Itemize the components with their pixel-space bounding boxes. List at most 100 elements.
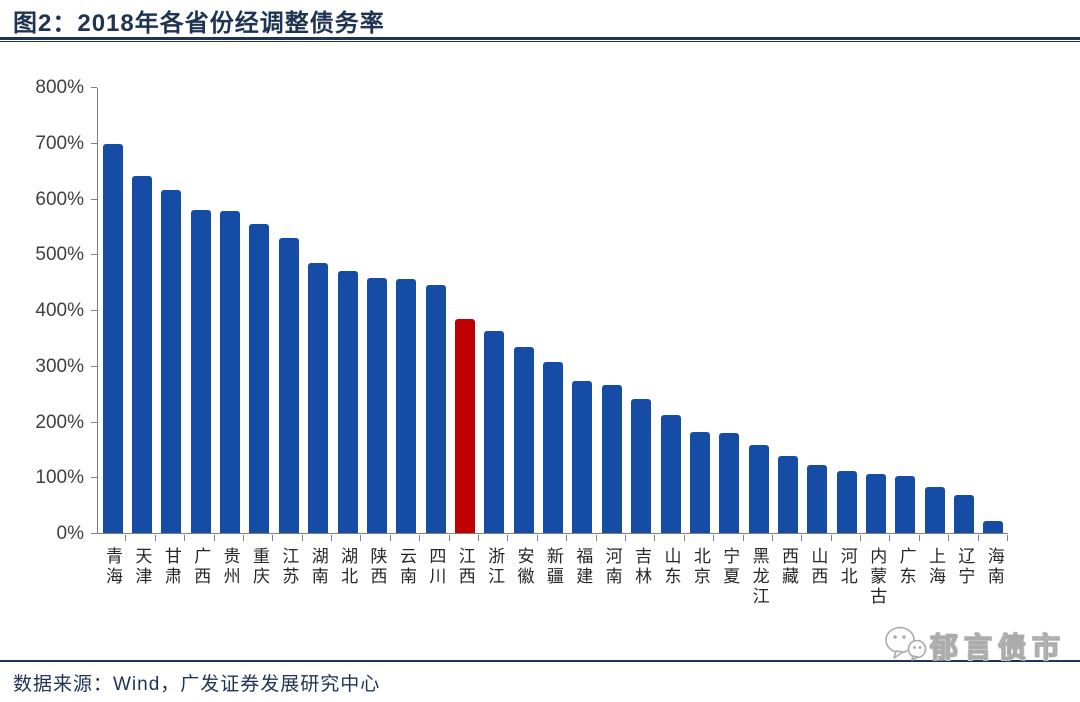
x-axis-label: 广西 — [190, 547, 211, 587]
bar-slot — [744, 88, 773, 533]
bar-西藏 — [777, 455, 798, 533]
x-label-slot: 湖南 — [303, 547, 332, 607]
bar-广东 — [895, 476, 916, 533]
y-tick — [91, 365, 97, 367]
bar-slot — [861, 88, 890, 533]
x-axis-label: 江苏 — [278, 547, 299, 587]
x-label-slot: 青海 — [97, 547, 126, 607]
y-tick-label: 800% — [35, 77, 84, 98]
bar-安徽 — [513, 346, 534, 533]
bar-slot — [803, 88, 832, 533]
bar-slot — [333, 88, 362, 533]
x-axis-label: 海南 — [983, 547, 1004, 587]
x-tick — [860, 535, 862, 541]
wechat-bubbles-icon — [882, 621, 930, 670]
bar-slot — [685, 88, 714, 533]
x-label-slot: 广西 — [185, 547, 214, 607]
y-tick-label: 300% — [35, 355, 84, 377]
x-tick — [801, 535, 803, 541]
x-axis-label: 西藏 — [778, 547, 799, 587]
bar-slot — [392, 88, 421, 533]
x-tick — [125, 535, 127, 541]
bar-宁夏 — [719, 432, 740, 533]
x-tick — [713, 535, 715, 541]
x-label-slot: 云南 — [391, 547, 420, 607]
x-tick — [683, 535, 685, 541]
x-tick — [889, 535, 891, 541]
bar-辽宁 — [954, 495, 975, 533]
x-axis-label: 重庆 — [248, 547, 269, 587]
x-label-slot: 黑龙江 — [744, 547, 773, 607]
y-tick — [91, 421, 97, 423]
bar-四川 — [425, 285, 446, 533]
x-label-slot: 上海 — [920, 547, 949, 607]
x-tick — [948, 535, 950, 541]
bar-湖北 — [337, 270, 358, 533]
x-label-slot: 浙江 — [479, 547, 508, 607]
bar-slot — [891, 88, 920, 533]
x-label-slot: 安徽 — [508, 547, 537, 607]
x-tick — [742, 535, 744, 541]
y-tick — [91, 533, 97, 534]
x-tick — [331, 535, 333, 541]
watermark: 郁言债市 — [882, 621, 1066, 670]
bar-slot — [568, 88, 597, 533]
bar-slot — [597, 88, 626, 533]
y-tick — [91, 87, 97, 88]
bar-黑龙江 — [748, 444, 769, 533]
x-tick — [478, 535, 480, 541]
bar-福建 — [572, 380, 593, 533]
x-tick — [595, 535, 597, 541]
bar-slot — [920, 88, 949, 533]
bar-湖南 — [308, 263, 329, 533]
bar-slot — [832, 88, 861, 533]
x-tick — [566, 535, 568, 541]
y-tick-label: 0% — [56, 523, 84, 544]
x-ticks — [97, 535, 1008, 541]
x-axis-label: 山西 — [807, 547, 828, 587]
bar-青海 — [102, 144, 123, 533]
bar-重庆 — [249, 223, 270, 533]
y-tick — [91, 310, 97, 311]
bar-slot — [157, 88, 186, 533]
bar-贵州 — [220, 211, 241, 533]
x-axis-labels: 青海 天津 甘肃 广西 贵州 重庆 江苏 湖南 湖北 陕西 云南 四川 江西 浙江 安徽 新疆 福建 河南 吉林 山东… — [97, 547, 1008, 607]
x-axis-label: 贵州 — [219, 547, 240, 587]
bar-海南 — [983, 520, 1004, 533]
x-axis-label: 山东 — [660, 547, 681, 587]
bar-内蒙古 — [866, 474, 887, 533]
chart-title: 图2：2018年各省份经调整债务率 — [13, 10, 385, 37]
bar-浙江 — [484, 331, 505, 533]
y-tick — [91, 198, 97, 200]
bar-山西 — [807, 465, 828, 533]
x-tick — [1007, 535, 1008, 541]
bar-slot — [98, 88, 127, 533]
bar-slot — [480, 88, 509, 533]
bar-吉林 — [631, 399, 652, 533]
bar-slot — [362, 88, 391, 533]
x-axis-label: 甘肃 — [160, 547, 181, 587]
bars — [98, 88, 1008, 533]
y-axis-labels: 0% 100% 200% 300% 400% 500% 600% 700% 800% — [0, 77, 84, 544]
x-tick — [507, 535, 509, 541]
bar-slot — [186, 88, 215, 533]
x-label-slot: 甘肃 — [156, 547, 185, 607]
x-tick — [213, 535, 215, 541]
bar-slot — [656, 88, 685, 533]
x-label-slot: 吉林 — [626, 547, 655, 607]
bar-slot — [421, 88, 450, 533]
bar-slot — [509, 88, 538, 533]
y-tick — [91, 477, 97, 479]
x-tick — [154, 535, 156, 541]
x-label-slot: 内蒙古 — [861, 547, 890, 607]
bar-slot — [979, 88, 1008, 533]
bar-slot — [773, 88, 802, 533]
x-axis-label: 内蒙古 — [866, 547, 887, 607]
x-label-slot: 重庆 — [244, 547, 273, 607]
x-label-slot: 辽宁 — [949, 547, 978, 607]
x-axis-label: 福建 — [572, 547, 593, 587]
x-axis-label: 新疆 — [542, 547, 563, 587]
plot-area — [91, 87, 1008, 534]
x-tick — [918, 535, 920, 541]
x-label-slot: 山西 — [802, 547, 831, 607]
